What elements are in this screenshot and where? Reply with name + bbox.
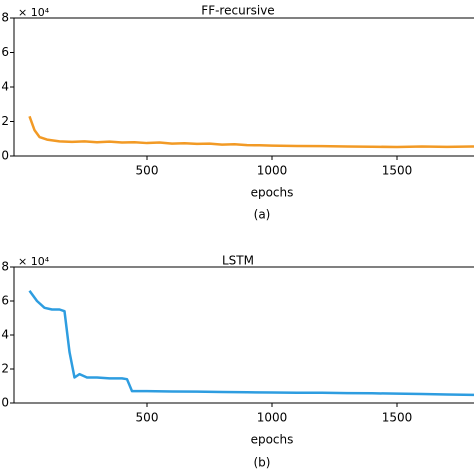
y-tick-label: 8: [1, 11, 9, 25]
plot-frame: [13, 266, 474, 404]
y-scale-label: × 10⁴: [18, 6, 50, 19]
x-tick-label: 1000: [257, 411, 288, 425]
y-tick-label: 0: [1, 396, 9, 410]
y-scale-label: × 10⁴: [18, 255, 50, 268]
y-tick-label: 4: [1, 328, 9, 342]
x-tick-label: 1500: [382, 164, 413, 178]
x-tick-label: 500: [136, 411, 159, 425]
caption: (a): [254, 208, 271, 222]
y-tick-label: 6: [1, 45, 9, 59]
chart-title: FF-recursive: [201, 4, 274, 18]
data-line: [28, 290, 474, 397]
x-axis-label: epochs: [251, 186, 294, 200]
y-tick-label: 2: [1, 362, 9, 376]
caption: (b): [254, 456, 271, 470]
x-tick-label: 1000: [257, 164, 288, 178]
x-tick-label: 1500: [382, 411, 413, 425]
x-axis-label: epochs: [251, 433, 294, 447]
plot-frame: [13, 17, 474, 157]
chart-title: LSTM: [222, 254, 254, 268]
data-line: [28, 115, 474, 149]
y-tick-label: 2: [1, 114, 9, 128]
x-tick-label: 500: [136, 164, 159, 178]
y-tick-label: 0: [1, 149, 9, 163]
y-tick-label: 8: [1, 260, 9, 274]
y-tick-label: 4: [1, 80, 9, 94]
y-tick-label: 6: [1, 294, 9, 308]
